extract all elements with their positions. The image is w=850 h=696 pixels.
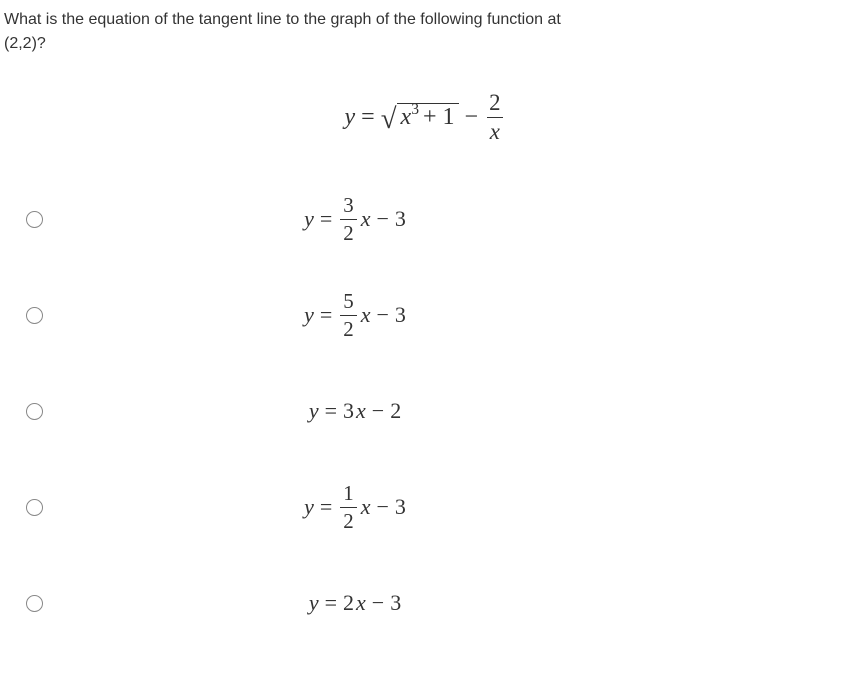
opt-minus: − [372, 302, 392, 328]
opt-const: 3 [395, 206, 406, 232]
opt-y: y [304, 494, 314, 520]
opt-const: 3 [395, 494, 406, 520]
option-row: y=32x−3 [4, 171, 846, 267]
option-radio[interactable] [26, 403, 43, 420]
option-radio[interactable] [26, 307, 43, 324]
option-equation: y=3x−2 [64, 398, 846, 424]
opt-const: 3 [390, 590, 401, 616]
question-prompt: What is the equation of the tangent line… [4, 8, 846, 56]
option-row: y=52x−3 [4, 267, 846, 363]
opt-x: x [361, 494, 371, 520]
radical-icon: √ [381, 105, 397, 134]
options-list: y=32x−3y=52x−3y=3x−2y=12x−3y=2x−3 [4, 161, 846, 651]
fn-frac-den: x [490, 119, 500, 144]
fn-equals: = [357, 104, 379, 131]
opt-slope: 2 [343, 590, 354, 616]
opt-x: x [361, 206, 371, 232]
radicand-exp: 3 [411, 101, 419, 119]
opt-y: y [309, 398, 319, 424]
radio-cell [4, 403, 64, 420]
fn-fraction: 2 x [484, 90, 505, 145]
fn-frac-num: 2 [486, 90, 503, 117]
fn-minus: − [461, 104, 483, 131]
opt-slope-frac: 32 [338, 193, 358, 246]
opt-slope-frac: 52 [338, 289, 358, 342]
opt-eq: = [321, 590, 341, 616]
question-container: What is the equation of the tangent line… [0, 0, 850, 651]
question-line-2: (2,2)? [4, 35, 46, 52]
sqrt-expression: √ x3 + 1 [381, 103, 459, 132]
option-radio[interactable] [26, 211, 43, 228]
opt-frac-den: 2 [340, 219, 356, 246]
opt-eq: = [316, 206, 336, 232]
opt-x: x [356, 590, 366, 616]
opt-minus: − [368, 398, 388, 424]
opt-x: x [356, 398, 366, 424]
fn-lhs-y: y [345, 104, 356, 131]
opt-frac-num: 5 [340, 289, 356, 315]
opt-minus: − [368, 590, 388, 616]
opt-eq: = [321, 398, 341, 424]
option-equation: y=12x−3 [64, 481, 846, 534]
radio-cell [4, 211, 64, 228]
opt-x: x [361, 302, 371, 328]
opt-frac-den: 2 [340, 507, 356, 534]
function-equation: y = √ x3 + 1 − 2 x [4, 62, 846, 161]
opt-eq: = [316, 302, 336, 328]
radicand-plus-one: + 1 [419, 104, 455, 131]
option-row: y=2x−3 [4, 555, 846, 651]
question-line-1: What is the equation of the tangent line… [4, 11, 561, 28]
option-row: y=12x−3 [4, 459, 846, 555]
opt-minus: − [372, 206, 392, 232]
opt-const: 2 [390, 398, 401, 424]
option-radio[interactable] [26, 499, 43, 516]
opt-y: y [304, 302, 314, 328]
opt-frac-den: 2 [340, 315, 356, 342]
opt-slope-frac: 12 [338, 481, 358, 534]
option-radio[interactable] [26, 595, 43, 612]
radio-cell [4, 595, 64, 612]
radicand: x3 + 1 [397, 103, 459, 132]
opt-y: y [309, 590, 319, 616]
opt-y: y [304, 206, 314, 232]
opt-slope: 3 [343, 398, 354, 424]
opt-eq: = [316, 494, 336, 520]
radio-cell [4, 499, 64, 516]
radio-cell [4, 307, 64, 324]
opt-frac-num: 1 [340, 481, 356, 507]
option-equation: y=2x−3 [64, 590, 846, 616]
option-row: y=3x−2 [4, 363, 846, 459]
opt-const: 3 [395, 302, 406, 328]
option-equation: y=32x−3 [64, 193, 846, 246]
opt-minus: − [372, 494, 392, 520]
radicand-x: x [401, 104, 412, 131]
opt-frac-num: 3 [340, 193, 356, 219]
option-equation: y=52x−3 [64, 289, 846, 342]
